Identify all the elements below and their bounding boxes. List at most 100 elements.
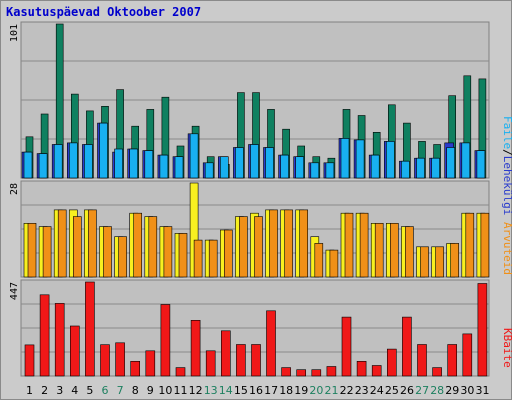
bar-unique: [133, 212, 142, 278]
x-tick-label: 17: [264, 384, 278, 397]
x-tick-label: 29: [445, 384, 459, 397]
bar-bytes: [417, 344, 427, 377]
bar-unique: [359, 212, 369, 278]
legend-separator: /: [501, 149, 512, 156]
bar-unique: [389, 223, 399, 278]
bar-bytes: [371, 365, 382, 377]
bar-unique: [178, 233, 188, 278]
chart-title: Kasutuspäevad Oktoober 2007: [6, 5, 202, 19]
bar-unique: [450, 243, 460, 278]
x-tick-label: 27: [415, 384, 429, 397]
bar-bytes: [145, 350, 156, 377]
bar-bytes: [54, 303, 65, 377]
bar-files: [250, 144, 259, 179]
x-tick-label: 11: [174, 384, 188, 397]
bar-files: [114, 148, 123, 179]
x-tick-label: 3: [56, 384, 63, 397]
x-tick-label: 9: [147, 384, 154, 397]
bar-bytes: [160, 304, 171, 377]
bar-bytes: [266, 310, 276, 377]
bar-bytes: [477, 283, 488, 377]
bar-bytes: [296, 369, 307, 377]
x-tick-label: 25: [385, 384, 399, 397]
x-tick-label: 12: [189, 384, 203, 397]
bar-bytes: [39, 294, 50, 377]
bar-unique: [314, 243, 324, 278]
x-tick-label: 20: [309, 384, 323, 397]
y-max-label: 101: [9, 24, 20, 42]
bar-files: [129, 148, 138, 179]
bar-unique: [405, 226, 414, 278]
bar-files: [431, 157, 440, 179]
bar-bytes: [311, 369, 322, 377]
bar-files: [265, 147, 274, 179]
x-tick-label: 4: [71, 384, 78, 397]
bar-files: [416, 157, 425, 179]
x-tick-label: 15: [234, 384, 248, 397]
bar-bytes: [386, 348, 397, 377]
bar-unique: [208, 239, 218, 278]
x-tick-label: 8: [132, 384, 139, 397]
bar-unique: [118, 236, 127, 278]
bar-bytes: [70, 325, 80, 377]
x-tick-label: 31: [476, 384, 490, 397]
bar-files: [401, 160, 410, 179]
panel-top: 101: [9, 21, 490, 179]
bar-files: [84, 144, 93, 179]
bar-unique: [374, 223, 384, 278]
bar-unique: [27, 223, 37, 278]
bar-files: [53, 144, 63, 179]
bar-unique: [465, 212, 475, 278]
bar-files: [189, 133, 199, 179]
x-tick-label: 5: [86, 384, 93, 397]
bar-bytes: [190, 319, 201, 377]
bar-files: [310, 162, 320, 179]
y-max-label: 28: [9, 183, 20, 195]
x-tick-label: 18: [279, 384, 293, 397]
legend-top: Faile/Lehekülgi: [501, 116, 512, 215]
bar-unique: [420, 246, 429, 278]
bar-files: [159, 154, 169, 179]
x-tick-label: 30: [460, 384, 474, 397]
bar-unique: [480, 212, 490, 278]
x-tick-label: 14: [219, 384, 233, 397]
bar-bytes: [100, 344, 110, 377]
bar-files: [99, 122, 108, 179]
bar-files: [385, 141, 395, 179]
bar-unique: [329, 249, 339, 278]
legend-files: Faile: [501, 116, 512, 149]
bar-bytes: [175, 367, 186, 377]
x-tick-label: 19: [294, 384, 308, 397]
bar-unique: [148, 216, 158, 278]
bar-unique: [57, 209, 67, 278]
x-tick-label: 7: [117, 384, 124, 397]
x-axis-labels: 1 2 3 4 5 6 7 8 9 10 11 12 13 14 15 16 17 18 19 20 21 22 23 24 2…: [26, 384, 490, 397]
bar-unique: [88, 209, 97, 278]
bar-unique: [435, 246, 444, 278]
bar-unique: [284, 209, 293, 278]
legend-unique: Arvuteid: [501, 222, 512, 275]
bar-bytes: [281, 367, 291, 377]
y-max-label: 447: [9, 282, 20, 300]
bar-files: [295, 156, 305, 179]
bar-unique: [224, 229, 233, 278]
legend-pages: Lehekülgi: [501, 156, 512, 216]
bar-files: [23, 151, 33, 179]
x-tick-label: 1: [26, 384, 33, 397]
bar-bytes: [326, 366, 337, 377]
bar-bytes: [432, 367, 442, 377]
bar-bytes: [251, 344, 261, 377]
bar-files: [69, 142, 78, 179]
bar-unique: [163, 226, 173, 278]
bar-unique: [239, 216, 248, 278]
bar-bytes: [130, 360, 140, 377]
x-tick-label: 13: [204, 384, 218, 397]
x-tick-label: 16: [249, 384, 263, 397]
bar-files: [174, 156, 184, 179]
bar-unique: [269, 209, 278, 278]
bar-unique: [254, 216, 263, 278]
bar-files: [446, 147, 456, 179]
legend-middle: Arvuteid: [501, 222, 512, 275]
bar-bytes: [356, 360, 367, 377]
